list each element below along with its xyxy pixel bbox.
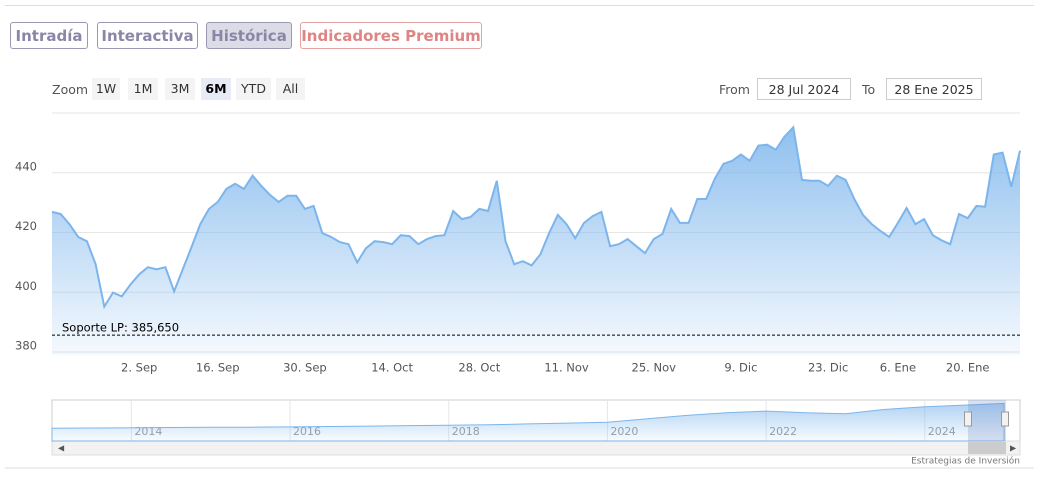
x-tick-label: 28. Oct — [458, 361, 500, 375]
zoom-label: Zoom — [52, 82, 89, 97]
navigator-selection — [968, 400, 1006, 441]
tab[interactable]: Histórica — [206, 22, 292, 49]
x-tick-label: 14. Oct — [371, 361, 413, 375]
tab[interactable]: Interactiva — [97, 22, 198, 49]
area-fill — [52, 127, 1020, 355]
navigator-area — [51, 402, 1005, 442]
scrollbar-thumb[interactable] — [968, 442, 1006, 454]
from-input[interactable]: 28 Jul 2024 — [757, 78, 851, 100]
navigator-handle[interactable] — [1001, 411, 1009, 427]
x-tick-label: 20. Ene — [946, 361, 990, 375]
price-line — [51, 125, 1021, 310]
tab[interactable]: Intradía — [10, 22, 88, 49]
top-border — [5, 5, 1034, 6]
y-tick-label: 420 — [15, 219, 37, 233]
tab[interactable]: Indicadores Premium — [300, 22, 482, 49]
zoom-button[interactable]: 3M — [165, 78, 195, 100]
scrollbar[interactable] — [51, 440, 1021, 456]
to-input[interactable]: 28 Ene 2025 — [886, 78, 982, 100]
x-tick-label: 23. Dic — [808, 361, 848, 375]
navigator-handle[interactable] — [964, 411, 972, 427]
y-tick-label: 400 — [15, 279, 37, 293]
zoom-button[interactable]: 1W — [92, 78, 120, 100]
y-tick-label: 440 — [15, 159, 37, 173]
x-tick-label: 30. Sep — [283, 361, 327, 375]
scroll-left[interactable]: ◀ — [58, 444, 65, 453]
x-tick-label: 11. Nov — [544, 361, 589, 375]
credit: Estrategias de Inversión — [911, 456, 1020, 467]
y-tick-label: 380 — [15, 339, 37, 353]
x-tick-label: 6. Ene — [880, 361, 916, 375]
x-tick-label: 2. Sep — [121, 361, 157, 375]
zoom-button[interactable]: 1M — [128, 78, 158, 100]
zoom-button[interactable]: 6M — [201, 78, 231, 100]
from-label: From — [719, 82, 750, 97]
x-tick-label: 16. Sep — [196, 361, 240, 375]
to-label: To — [862, 82, 876, 97]
scroll-right[interactable]: ▶ — [1010, 444, 1017, 453]
x-tick-label: 9. Dic — [724, 361, 757, 375]
support-label: Soporte LP: 385,650 — [62, 321, 179, 335]
x-tick-label: 25. Nov — [632, 361, 677, 375]
zoom-button[interactable]: All — [276, 78, 305, 100]
zoom-button[interactable]: YTD — [236, 78, 271, 100]
